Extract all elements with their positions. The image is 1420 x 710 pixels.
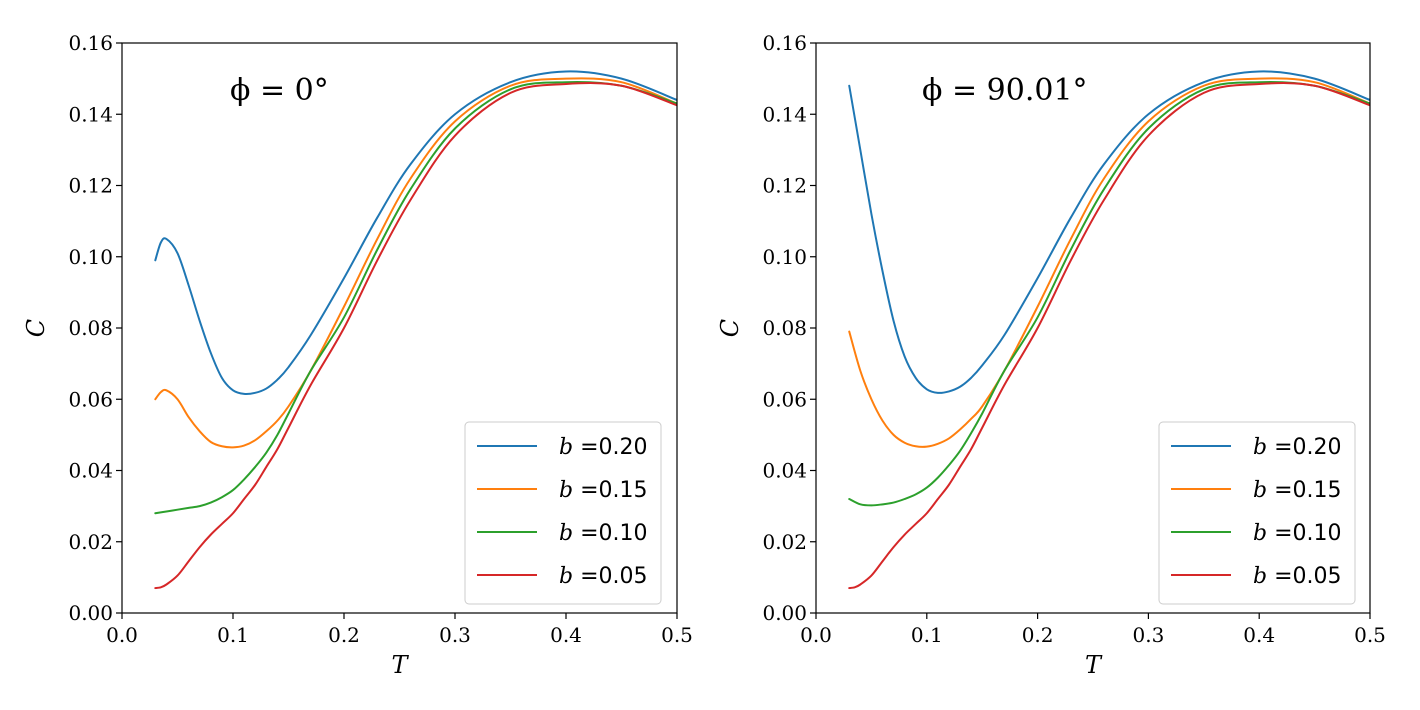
x-tick-label: 0.2 <box>328 623 360 647</box>
y-tick-label: 0.14 <box>762 102 807 126</box>
angle-annotation: ϕ = 90.01° <box>922 73 1088 108</box>
series-line-0.10 <box>848 80 1370 507</box>
x-tick-label: 0.5 <box>661 623 693 647</box>
y-tick-label: 0.00 <box>762 601 807 625</box>
series-line-0.20 <box>154 70 677 396</box>
y-tick-label: 0.14 <box>68 102 113 126</box>
y-tick-label: 0.16 <box>762 31 807 55</box>
y-axis-label: C <box>716 319 744 337</box>
legend-entry: b =0.15 <box>1253 478 1342 503</box>
y-tick-label: 0.08 <box>68 316 113 340</box>
chart-panel-2: 0.0 0.1 0.2 0.3 0.4 0.5 0.00 0.02 0.04 0.06 0.08 0.… <box>716 31 1386 679</box>
legend: b =0.20 b =0.15 b =0.10 b =0.05 <box>464 421 662 605</box>
x-tick-label: 0.4 <box>550 623 582 647</box>
legend-entry: b =0.05 <box>1253 564 1342 589</box>
series-line-0.15 <box>154 77 677 449</box>
x-tick-label: 0.4 <box>1243 623 1275 647</box>
y-tick-label: 0.04 <box>68 459 113 483</box>
legend-entry: b =0.15 <box>559 478 648 503</box>
x-tick-label: 0.1 <box>217 623 249 647</box>
series-line-0.05 <box>154 82 677 590</box>
x-tick-label: 0.3 <box>439 623 471 647</box>
y-tick-label: 0.10 <box>68 245 113 269</box>
series-line-0.20 <box>848 70 1370 394</box>
legend-entry: b =0.05 <box>559 564 648 589</box>
series-group <box>848 70 1370 590</box>
y-tick-label: 0.10 <box>762 245 807 269</box>
x-axis-label: T <box>391 651 409 679</box>
series-group <box>154 70 677 590</box>
x-tick-label: 0.1 <box>911 623 943 647</box>
chart-panel-1: 0.0 0.1 0.2 0.3 0.4 0.5 0.00 0.02 0.04 0.06 0.08 0.… <box>22 31 693 679</box>
angle-annotation: ϕ = 0° <box>230 73 329 108</box>
series-line-0.05 <box>848 82 1370 590</box>
legend-entry: b =0.20 <box>559 435 648 460</box>
y-tick-label: 0.06 <box>762 387 807 411</box>
x-tick-label: 0.0 <box>800 623 832 647</box>
x-tick-label: 0.5 <box>1354 623 1386 647</box>
x-tick-label: 0.3 <box>1132 623 1164 647</box>
y-tick-label: 0.12 <box>762 174 807 198</box>
series-line-0.15 <box>848 77 1370 448</box>
series-line-0.10 <box>154 80 677 515</box>
y-tick-label: 0.16 <box>68 31 113 55</box>
legend-entry: b =0.10 <box>1253 521 1342 546</box>
y-axis-label: C <box>22 319 50 337</box>
legend: b =0.20 b =0.15 b =0.10 b =0.05 <box>1158 421 1356 605</box>
y-tick-label: 0.12 <box>68 174 113 198</box>
y-tick-label: 0.02 <box>762 530 807 554</box>
legend-entry: b =0.10 <box>559 521 648 546</box>
y-tick-label: 0.08 <box>762 316 807 340</box>
legend-box <box>464 421 662 605</box>
legend-entry: b =0.20 <box>1253 435 1342 460</box>
y-tick-label: 0.04 <box>762 459 807 483</box>
y-tick-label: 0.00 <box>68 601 113 625</box>
x-tick-label: 0.0 <box>106 623 138 647</box>
y-tick-label: 0.02 <box>68 530 113 554</box>
legend-box <box>1158 421 1356 605</box>
x-axis-label: T <box>1085 651 1103 679</box>
x-tick-label: 0.2 <box>1022 623 1054 647</box>
y-tick-label: 0.06 <box>68 387 113 411</box>
